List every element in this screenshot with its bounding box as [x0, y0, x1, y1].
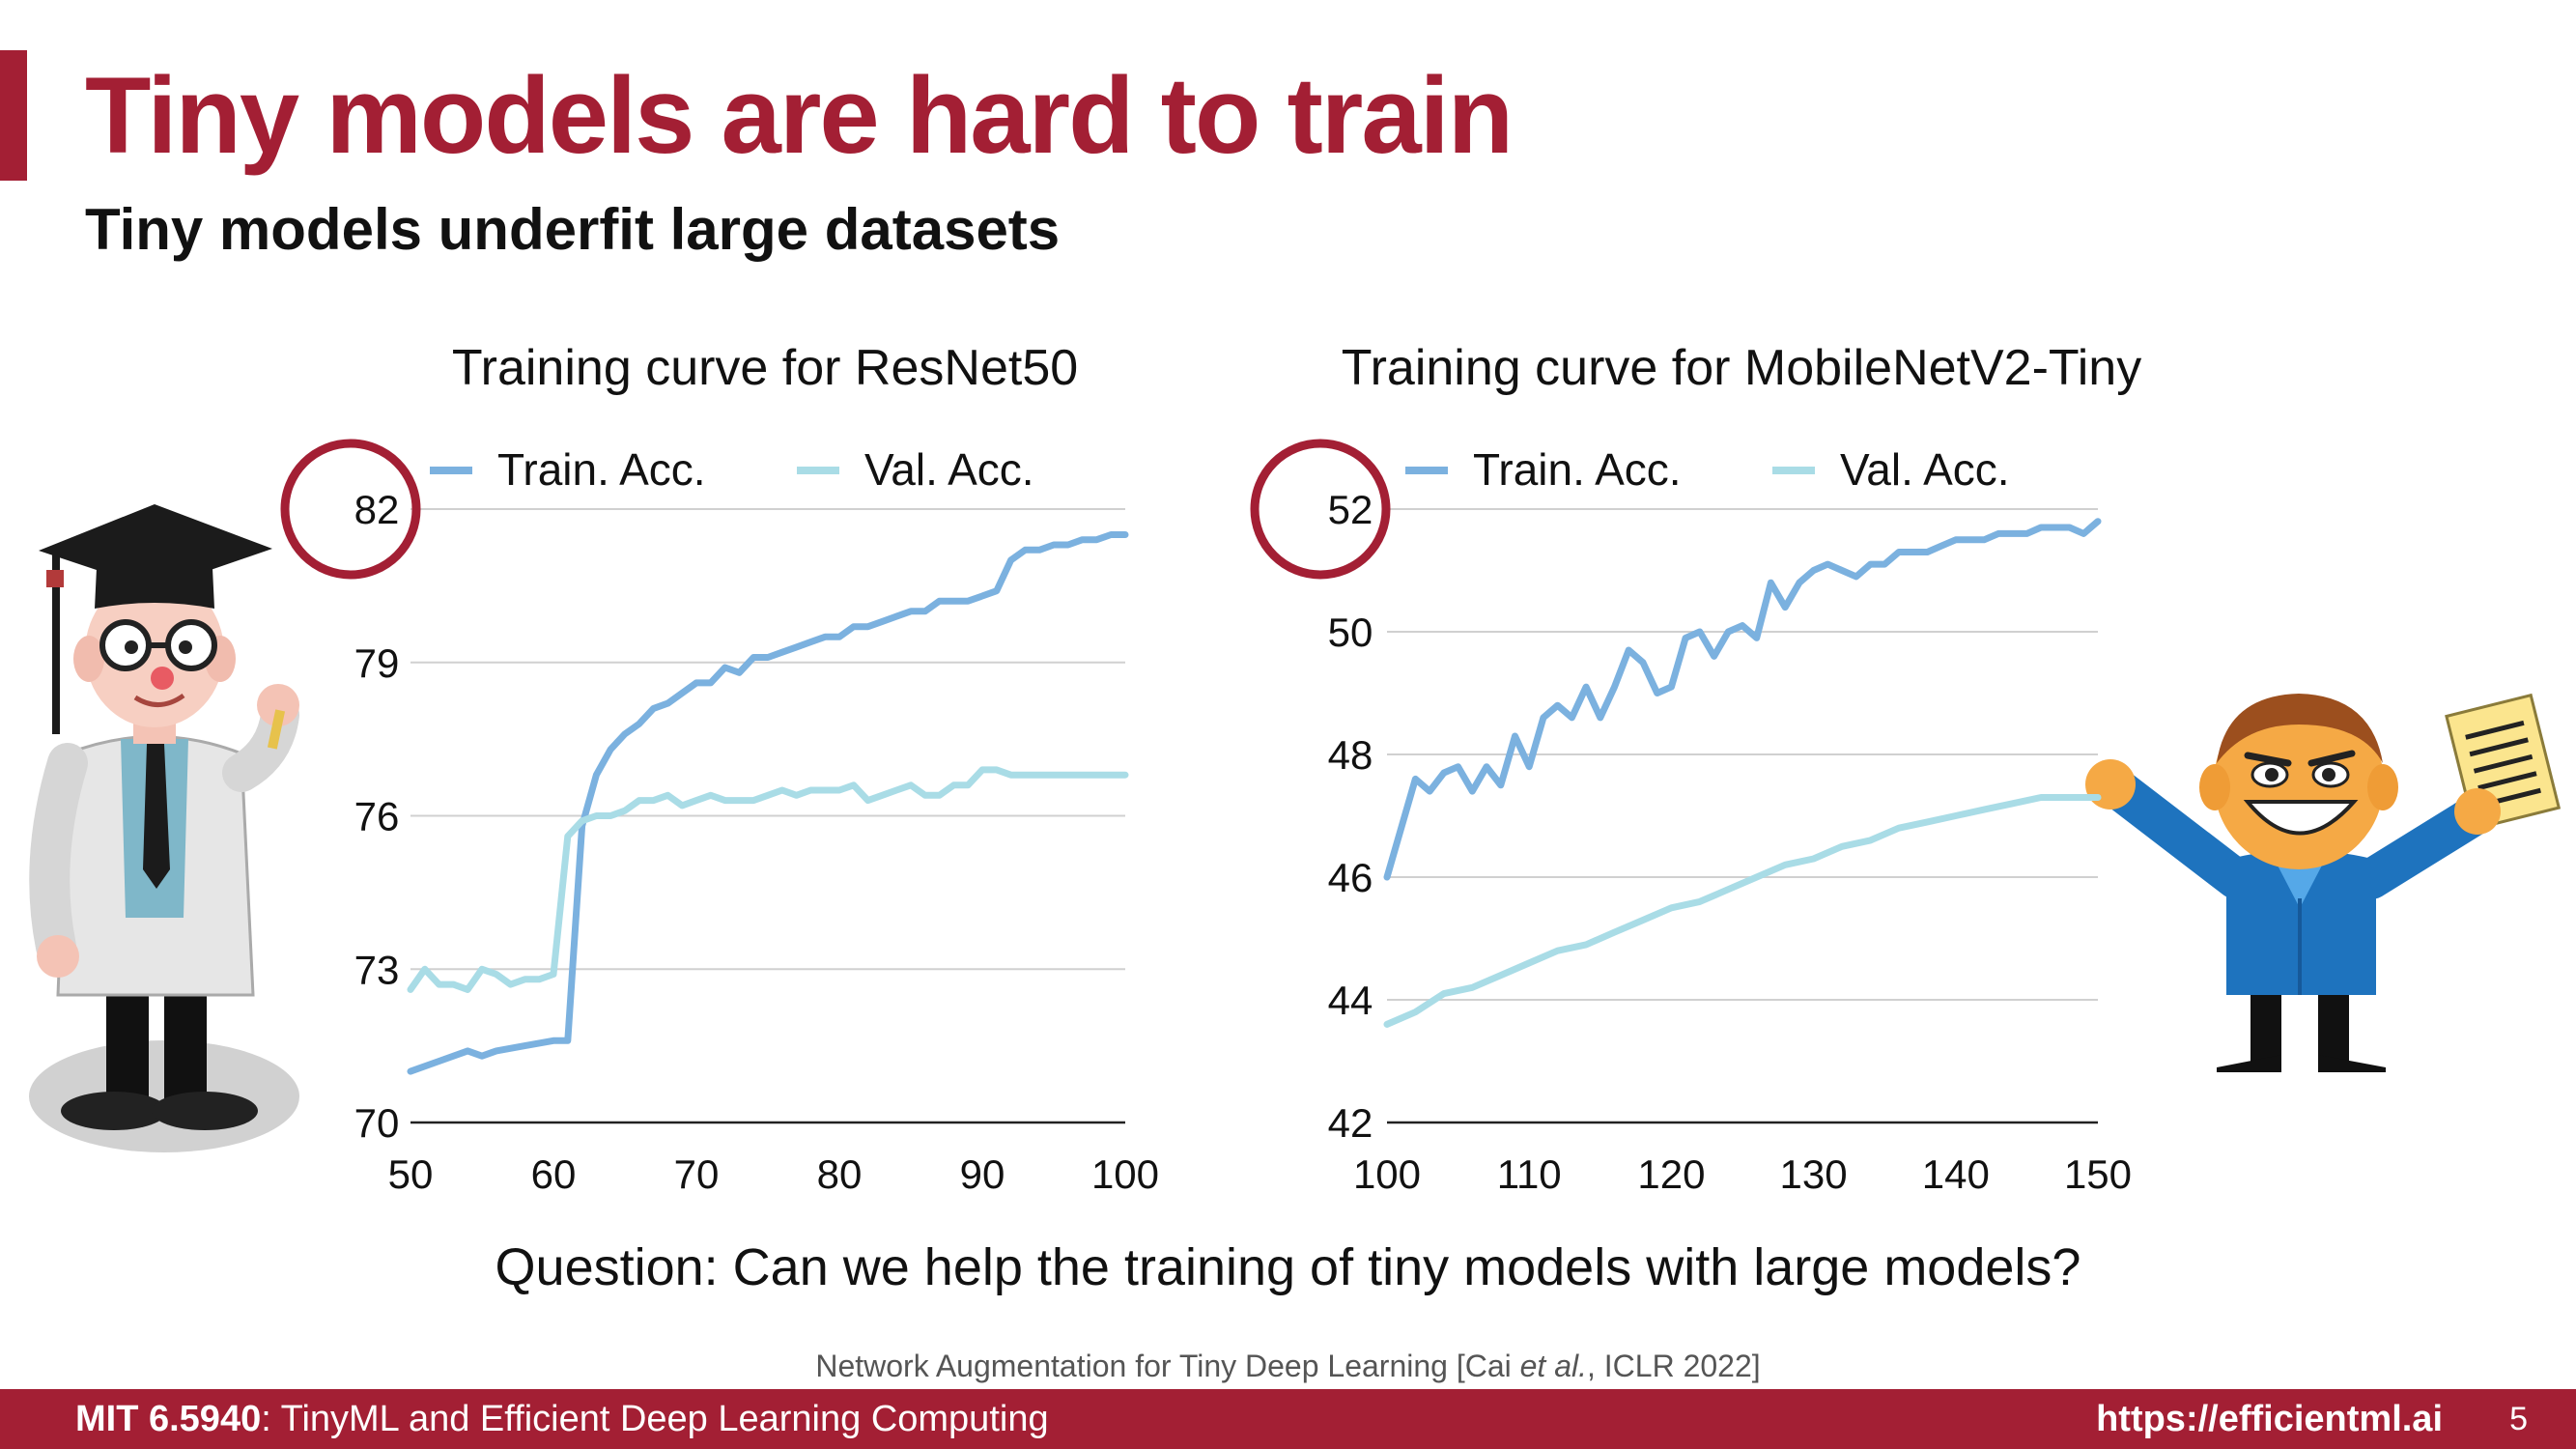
slide-subtitle: Tiny models underfit large datasets [85, 197, 1061, 262]
slide-title: Tiny models are hard to train [85, 55, 1514, 176]
happy-student-illustration [2085, 693, 2562, 1072]
y-tick-label: 48 [1328, 732, 1373, 778]
series-line-val-acc [407, 766, 1129, 993]
y-tick-label: 79 [354, 640, 400, 686]
y-tick-label: 73 [354, 947, 400, 992]
legend-label: Val. Acc. [1840, 444, 2010, 495]
resnet50-training-chart: Training curve for ResNet50 70 73 76 79 82 50 6… [280, 340, 1159, 1197]
legend-label: Train. Acc. [497, 444, 706, 495]
x-tick-label: 130 [1780, 1151, 1848, 1197]
y-tick-label: 42 [1328, 1100, 1373, 1146]
professor-illustration [29, 504, 299, 1152]
y-tick-label: 44 [1328, 978, 1373, 1023]
x-tick-label: 110 [1497, 1151, 1562, 1197]
footer-course-name: : TinyML and Efficient Deep Learning Com… [261, 1399, 1049, 1439]
footer-course-code: MIT 6.5940 [75, 1399, 262, 1439]
citation-prefix: Network Augmentation for Tiny Deep Learn… [815, 1349, 1520, 1383]
y-tick-label: 50 [1328, 610, 1373, 655]
y-tick-label: 52 [1328, 487, 1373, 532]
footer-bar: MIT 6.5940: TinyML and Efficient Deep Le… [0, 1389, 2576, 1449]
y-tick-label: 82 [354, 487, 400, 532]
x-tick-label: 50 [388, 1151, 434, 1197]
x-tick-label: 150 [2064, 1151, 2132, 1197]
citation-suffix: , ICLR 2022] [1587, 1349, 1761, 1383]
series-line-train-acc [1383, 518, 2102, 881]
question-text: Question: Can we help the training of ti… [495, 1238, 2081, 1296]
footer-course: MIT 6.5940: TinyML and Efficient Deep Le… [75, 1389, 1049, 1449]
y-tick-label: 70 [354, 1100, 400, 1146]
y-tick-label: 46 [1328, 855, 1373, 900]
charts-canvas: Training curve for ResNet50 70 73 76 79 82 50 6… [280, 340, 2141, 1197]
x-tick-label: 90 [960, 1151, 1005, 1197]
citation: Network Augmentation for Tiny Deep Learn… [0, 1345, 2576, 1387]
chart-title: Training curve for ResNet50 [452, 340, 1078, 396]
highlight-circle [1250, 439, 1391, 580]
x-tick-label: 100 [1353, 1151, 1421, 1197]
legend-label: Val. Acc. [864, 444, 1034, 495]
chart-title: Training curve for MobileNetV2-Tiny [1342, 340, 2141, 396]
x-tick-label: 120 [1637, 1151, 1705, 1197]
page-number: 5 [2509, 1401, 2528, 1437]
footer-url[interactable]: https://efficientml.ai [2096, 1399, 2443, 1439]
title-accent-bar [0, 50, 27, 181]
citation-et-al: et al. [1519, 1349, 1587, 1383]
x-tick-label: 60 [531, 1151, 577, 1197]
series-line-val-acc [1383, 794, 2102, 1028]
legend-label: Train. Acc. [1473, 444, 1682, 495]
highlight-circle [280, 439, 421, 580]
mobilenetv2-tiny-training-chart: Training curve for MobileNetV2-Tiny 42 44 4… [1250, 340, 2141, 1197]
series-line-train-acc [407, 531, 1129, 1075]
y-tick-label: 76 [354, 794, 400, 839]
x-tick-label: 100 [1091, 1151, 1159, 1197]
x-tick-label: 70 [674, 1151, 720, 1197]
x-tick-label: 80 [817, 1151, 863, 1197]
x-tick-label: 140 [1922, 1151, 1990, 1197]
